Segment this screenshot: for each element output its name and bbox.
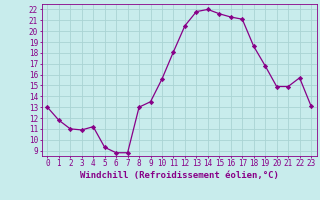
X-axis label: Windchill (Refroidissement éolien,°C): Windchill (Refroidissement éolien,°C) bbox=[80, 171, 279, 180]
